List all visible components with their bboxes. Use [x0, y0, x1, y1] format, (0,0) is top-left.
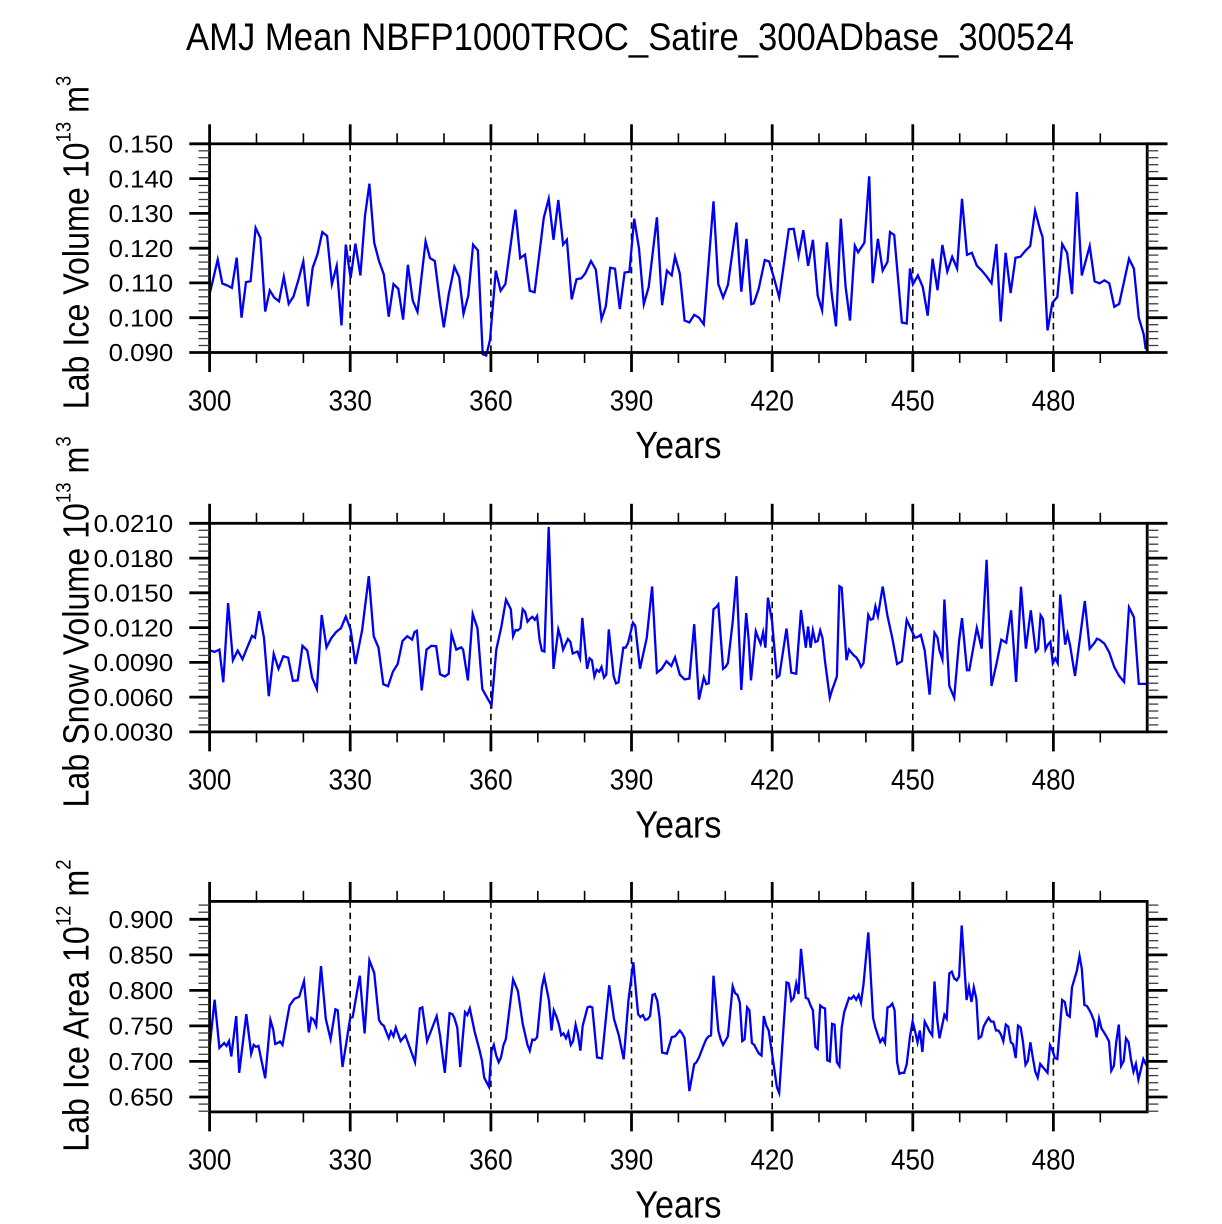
svg-text:0.130: 0.130 [109, 201, 174, 228]
svg-text:480: 480 [1032, 765, 1076, 797]
svg-text:0.800: 0.800 [109, 978, 174, 1005]
svg-text:0.0150: 0.0150 [94, 581, 174, 608]
svg-text:AMJ Mean NBFP1000TROC_Satire_3: AMJ Mean NBFP1000TROC_Satire_300ADbase_3… [186, 16, 1074, 59]
svg-text:Years: Years [635, 425, 721, 467]
svg-text:0.0120: 0.0120 [94, 615, 174, 642]
svg-text:390: 390 [610, 385, 654, 417]
svg-text:Lab Ice Area 1012 m2: Lab Ice Area 1012 m2 [53, 859, 97, 1151]
svg-text:0.0030: 0.0030 [94, 720, 174, 747]
svg-text:480: 480 [1032, 385, 1076, 417]
svg-text:480: 480 [1032, 1145, 1076, 1177]
svg-text:0.120: 0.120 [109, 236, 174, 263]
svg-text:330: 330 [328, 1145, 372, 1177]
svg-text:450: 450 [891, 1145, 935, 1177]
svg-text:0.0090: 0.0090 [94, 650, 174, 677]
svg-text:360: 360 [469, 385, 513, 417]
svg-text:0.850: 0.850 [109, 943, 174, 970]
svg-text:420: 420 [750, 1145, 794, 1177]
svg-text:0.900: 0.900 [109, 907, 174, 934]
svg-text:0.700: 0.700 [109, 1049, 174, 1076]
svg-text:Years: Years [635, 1184, 721, 1224]
svg-text:0.0180: 0.0180 [94, 546, 174, 573]
svg-text:0.0210: 0.0210 [94, 511, 174, 538]
svg-text:300: 300 [188, 1145, 232, 1177]
svg-text:330: 330 [328, 385, 372, 417]
svg-text:Years: Years [635, 804, 721, 846]
svg-text:390: 390 [610, 765, 654, 797]
svg-text:390: 390 [610, 1145, 654, 1177]
svg-text:0.100: 0.100 [109, 305, 174, 332]
svg-text:0.110: 0.110 [109, 271, 174, 298]
svg-text:420: 420 [750, 765, 794, 797]
svg-text:360: 360 [469, 1145, 513, 1177]
svg-text:0.150: 0.150 [109, 132, 174, 159]
svg-text:300: 300 [188, 765, 232, 797]
svg-text:300: 300 [188, 385, 232, 417]
svg-text:0.650: 0.650 [109, 1085, 174, 1112]
svg-text:0.750: 0.750 [109, 1014, 174, 1041]
svg-text:330: 330 [328, 765, 372, 797]
svg-text:0.0060: 0.0060 [94, 685, 174, 712]
svg-text:0.090: 0.090 [109, 340, 174, 367]
svg-text:420: 420 [750, 385, 794, 417]
svg-text:450: 450 [891, 765, 935, 797]
svg-text:450: 450 [891, 385, 935, 417]
svg-text:360: 360 [469, 765, 513, 797]
svg-text:0.140: 0.140 [109, 166, 174, 193]
